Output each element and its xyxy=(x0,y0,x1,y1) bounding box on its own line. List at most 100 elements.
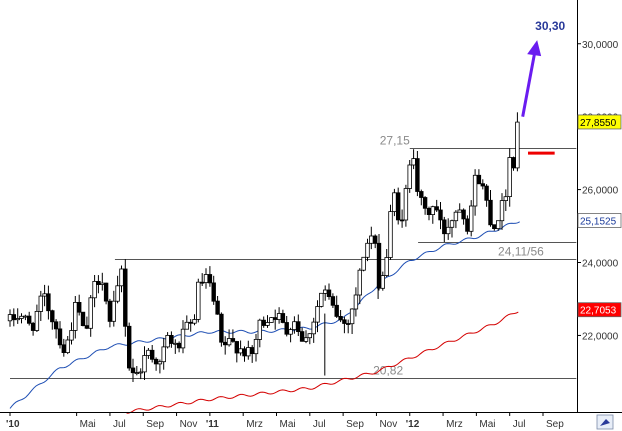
moving-average-blue xyxy=(9,221,520,409)
candle-body xyxy=(449,220,455,228)
candle-body xyxy=(249,347,255,354)
candle-body xyxy=(434,206,439,211)
support-resistance-lines: 27,15 24,11/56 20,82 xyxy=(10,134,577,379)
candle-body xyxy=(457,209,462,213)
candle-body xyxy=(303,337,309,342)
candle-body xyxy=(334,304,339,317)
candle-body xyxy=(492,224,497,229)
candle-body xyxy=(392,192,397,213)
candle-body xyxy=(284,322,289,335)
candle-body xyxy=(322,289,328,294)
candle-body xyxy=(222,341,228,346)
candle-body xyxy=(138,371,143,374)
candle-body xyxy=(46,293,51,312)
candle-body xyxy=(42,293,47,297)
candle-body xyxy=(515,121,520,169)
x-tick-label: Sep xyxy=(546,419,564,430)
candle-body xyxy=(511,157,516,169)
candle-body xyxy=(472,174,478,207)
candle-body xyxy=(199,281,205,284)
candle-body xyxy=(384,257,389,277)
candle-body xyxy=(292,321,297,331)
candle-body xyxy=(57,328,63,346)
x-tick-label: Mai xyxy=(80,419,96,430)
candle-body xyxy=(7,314,13,322)
candle-body xyxy=(411,158,416,166)
candle-body xyxy=(111,300,116,322)
candle-body xyxy=(365,242,370,258)
candle-body xyxy=(142,355,147,373)
candle-body xyxy=(315,306,320,323)
candle-body xyxy=(196,281,201,320)
candle-body xyxy=(180,328,186,349)
target-label: 30,30 xyxy=(535,19,565,33)
price-badge-box xyxy=(577,213,622,228)
candle-body xyxy=(61,344,66,353)
level-label: 27,15 xyxy=(380,134,410,148)
candle-body xyxy=(280,313,286,323)
chart-frame xyxy=(0,0,622,413)
y-tick-label: 24,0000 xyxy=(582,259,619,270)
candle-body xyxy=(253,338,259,355)
candle-body xyxy=(242,348,247,357)
candle-body xyxy=(165,334,170,348)
candle-body xyxy=(345,323,351,325)
x-tick-label: Mai xyxy=(280,419,296,430)
candle-body xyxy=(84,325,90,329)
candle-body xyxy=(499,200,505,222)
y-tick-label: 26,0000 xyxy=(582,186,619,197)
candle-body xyxy=(388,211,393,258)
candle-body xyxy=(445,226,451,235)
x-tick-label: Nov xyxy=(180,419,198,430)
candle-body xyxy=(476,174,482,185)
x-tick-label: Sep xyxy=(146,419,164,430)
candle-body xyxy=(507,157,512,197)
candle-body xyxy=(330,296,336,306)
price-badge-label: 25,1525 xyxy=(580,216,617,227)
x-tick-label: Mrz xyxy=(246,419,263,430)
candle-body xyxy=(23,315,28,318)
forecast-arrow xyxy=(521,49,537,117)
x-axis: '10 Mai Jul Sep Nov '11 Mrz Mai Jul Sep Nov '12 Mrz M… xyxy=(6,412,564,430)
candle-body xyxy=(372,235,378,244)
candle-body xyxy=(426,207,432,215)
candle-body xyxy=(146,349,151,356)
candle-body xyxy=(276,313,282,320)
candle-body xyxy=(203,274,209,284)
candle-body xyxy=(103,282,109,302)
x-tick-label: Jul xyxy=(313,419,326,430)
candle-body xyxy=(149,349,155,360)
x-tick-label: Sep xyxy=(346,419,364,430)
candle-body xyxy=(326,289,332,297)
candle-body xyxy=(465,218,470,232)
candle-body xyxy=(484,185,489,201)
candle-body xyxy=(100,282,105,285)
y-tick-label: 22,0000 xyxy=(582,331,619,342)
candle-body xyxy=(26,315,32,324)
candle-body xyxy=(11,314,16,321)
chart-settings-button[interactable] xyxy=(596,414,614,430)
candle-body xyxy=(30,322,36,331)
candle-body xyxy=(422,197,428,209)
x-tick-label: Jul xyxy=(113,419,126,430)
candle-body xyxy=(288,329,293,335)
chart-settings-icon xyxy=(596,414,614,430)
candle-body xyxy=(234,341,239,354)
candle-body xyxy=(127,325,132,369)
candle-body xyxy=(65,339,70,354)
candle-body xyxy=(503,196,508,201)
candle-body xyxy=(468,205,474,232)
candle-body xyxy=(272,317,278,320)
candle-body xyxy=(299,331,305,342)
candle-body xyxy=(19,315,24,319)
arrow-head-icon xyxy=(527,40,542,57)
candle-body xyxy=(265,322,270,326)
candle-body xyxy=(395,192,401,221)
candle-body xyxy=(307,333,312,339)
x-tick-label: Jul xyxy=(513,419,526,430)
candle-body xyxy=(157,361,163,365)
candle-body xyxy=(438,209,443,221)
candle-body xyxy=(169,334,174,344)
candle-body xyxy=(257,319,262,340)
candle-body xyxy=(238,348,243,354)
